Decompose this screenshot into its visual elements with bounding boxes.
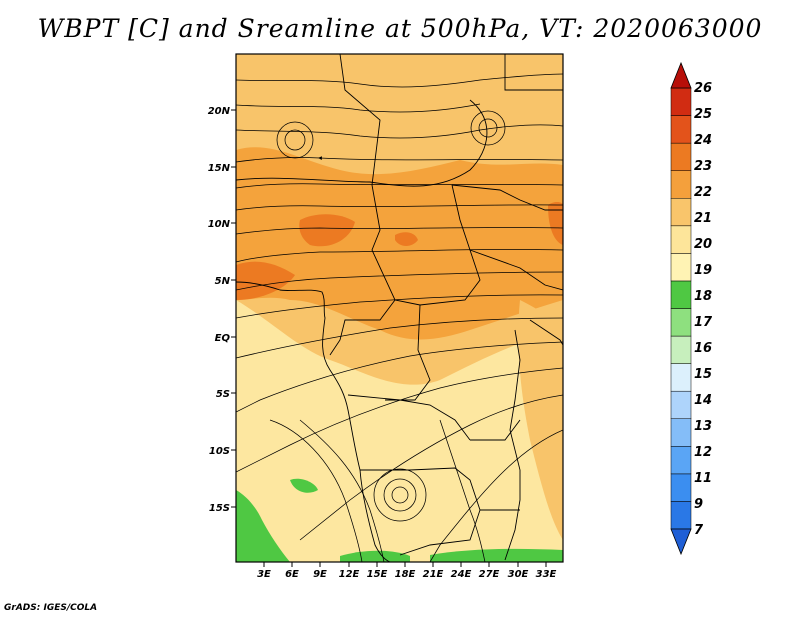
colorbar-swatch <box>670 308 692 337</box>
lon-tick-label: 30E <box>508 569 529 580</box>
lat-tick-label: 20N <box>208 106 231 117</box>
plot-frame <box>231 53 564 567</box>
colorbar-label: 11 <box>694 471 712 486</box>
colorbar-top-arrow <box>670 61 692 89</box>
colorbar-label: 15 <box>694 367 712 382</box>
lon-tick-label: 27E <box>479 569 500 580</box>
lon-tick-label: 9E <box>313 569 327 580</box>
colorbar-swatch <box>670 198 692 227</box>
colorbar-swatch <box>670 473 692 502</box>
lon-tick-label: 21E <box>423 569 444 580</box>
lon-tick-label: 24E <box>451 569 472 580</box>
colorbar-swatch <box>670 87 692 116</box>
colorbar-swatch <box>670 501 692 530</box>
colorbar-swatch <box>670 446 692 475</box>
lon-tick-label: 12E <box>339 569 360 580</box>
colorbar-label: 14 <box>694 393 712 408</box>
colorbar-label: 7 <box>694 523 704 538</box>
map-title: WBPT [C] and Sreamline at 500hPa, VT: 20… <box>37 14 763 43</box>
colorbar-label: 24 <box>694 133 712 148</box>
colorbar-swatch <box>670 170 692 199</box>
lon-tick-label: 3E <box>257 569 271 580</box>
colorbar <box>670 61 692 556</box>
colorbar-label: 25 <box>694 107 712 122</box>
colorbar-swatch <box>670 253 692 282</box>
colorbar-label: 20 <box>694 237 712 252</box>
colorbar-label: 13 <box>694 419 712 434</box>
colorbar-label: 19 <box>694 263 712 278</box>
colorbar-label: 21 <box>694 211 712 226</box>
lon-tick-label: 18E <box>395 569 416 580</box>
grads-credit: GrADS: IGES/COLA <box>4 603 98 613</box>
lat-tick-label: EQ <box>215 333 231 344</box>
lon-tick-label: 15E <box>367 569 388 580</box>
lat-tick-labels: 20N 15N 10N 5N EQ 5S 10S 15S <box>208 106 231 514</box>
lat-tick-label: 5N <box>215 276 231 287</box>
lat-tick-label: 15S <box>209 503 230 514</box>
lon-tick-label: 6E <box>285 569 299 580</box>
lat-tick-label: 15N <box>208 163 231 174</box>
lon-tick-labels: 3E 6E 9E 12E 15E 18E 21E 24E 27E 30E 33E <box>257 569 556 580</box>
colorbar-swatch <box>670 115 692 144</box>
colorbar-label: 18 <box>694 289 712 304</box>
lon-tick-label: 33E <box>536 569 557 580</box>
wbpt-shading <box>236 54 563 562</box>
colorbar-swatch <box>670 280 692 309</box>
colorbar-label: 23 <box>694 159 712 174</box>
colorbar-label: 26 <box>694 81 712 96</box>
colorbar-label: 9 <box>694 497 703 512</box>
colorbar-swatch <box>670 225 692 254</box>
streamlines <box>236 73 563 562</box>
lat-tick-label: 5S <box>216 389 230 400</box>
colorbar-swatch <box>670 142 692 171</box>
lat-tick-label: 10S <box>209 446 230 457</box>
colorbar-swatch <box>670 335 692 364</box>
colorbar-swatch <box>670 390 692 419</box>
colorbar-label: 17 <box>694 315 713 330</box>
colorbar-label: 16 <box>694 341 712 356</box>
colorbar-label: 22 <box>694 185 712 200</box>
colorbar-label: 12 <box>694 445 712 460</box>
colorbar-swatch <box>670 418 692 447</box>
colorbar-labels: 7 9 11 12 13 14 15 16 17 18 19 20 21 22 … <box>694 81 713 538</box>
lat-tick-label: 10N <box>208 219 231 230</box>
colorbar-swatch <box>670 363 692 392</box>
colorbar-bottom-arrow <box>670 528 692 556</box>
